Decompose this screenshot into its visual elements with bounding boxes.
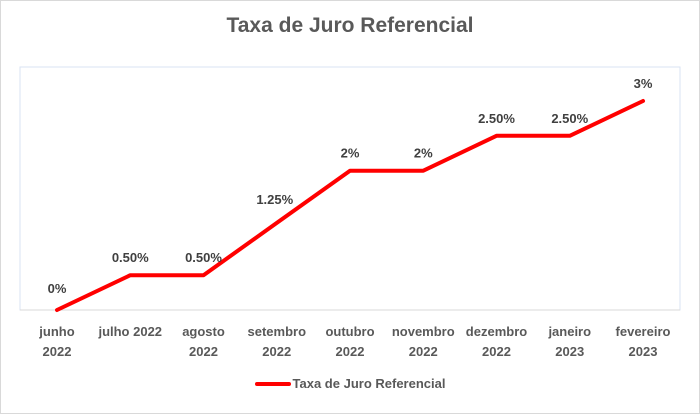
x-tick-label: junho 2022 [39, 324, 75, 359]
x-tick-label: agosto 2022 [182, 324, 225, 359]
data-label: 1.25% [256, 192, 293, 207]
x-tick-label: janeiro 2023 [548, 324, 592, 359]
x-tick-label: novembro 2022 [391, 324, 455, 359]
series-line [55, 99, 645, 312]
legend-label: Taxa de Juro Referencial [292, 376, 446, 391]
plot-border [19, 66, 681, 311]
data-label: 0.50% [185, 250, 222, 265]
x-tick-label: outubro 2022 [325, 324, 375, 359]
data-label: 2.50% [478, 111, 515, 126]
data-label: 2.50% [551, 111, 588, 126]
x-tick-label: setembro 2022 [247, 324, 307, 359]
x-tick-label: fevereiro 2023 [615, 324, 671, 359]
data-label: 0% [48, 281, 67, 296]
x-tick-label: dezembro 2022 [465, 324, 528, 359]
legend-line-swatch-icon [254, 381, 291, 386]
data-label: 2% [414, 146, 433, 161]
data-label: 3% [634, 76, 653, 91]
x-tick-label: julho 2022 [98, 324, 163, 339]
legend: Taxa de Juro Referencial [0, 376, 700, 391]
data-label: 2% [341, 146, 360, 161]
data-label: 0.50% [112, 250, 149, 265]
data-labels: 0% 0.50% 0.50% 1.25% 2% 2% 2.50% 2.50% 3% [48, 76, 653, 296]
chart-title: Taxa de Juro Referencial [226, 14, 474, 37]
